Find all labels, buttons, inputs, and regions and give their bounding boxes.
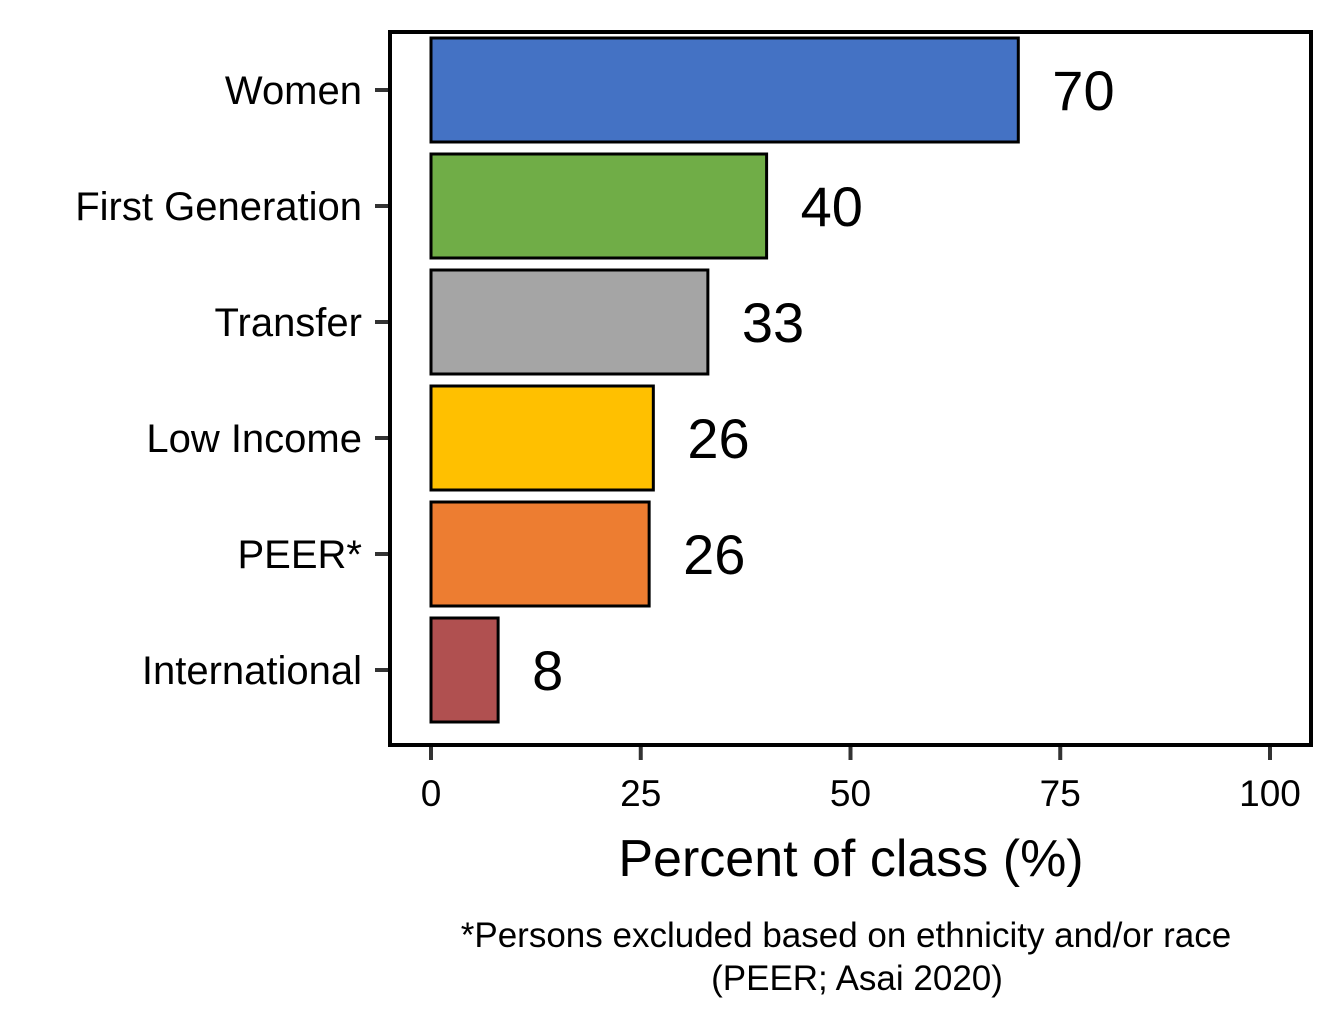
- value-label: 26: [687, 407, 749, 470]
- x-tick-label: 25: [620, 773, 661, 814]
- x-tick-label: 75: [1040, 773, 1081, 814]
- footnote-line-2: (PEER; Asai 2020): [711, 959, 1003, 998]
- bar: [429, 384, 655, 492]
- footnote-line-1: *Persons excluded based on ethnicity and…: [461, 916, 1231, 955]
- bar: [429, 616, 500, 724]
- x-axis-title: Percent of class (%): [618, 830, 1083, 888]
- y-tick-label: PEER*: [238, 533, 363, 577]
- bars-layer: [429, 36, 1020, 724]
- x-tick-label: 100: [1239, 773, 1301, 814]
- x-tick-label: 50: [830, 773, 871, 814]
- value-label: 8: [532, 639, 563, 702]
- bar: [429, 152, 769, 260]
- bar: [429, 500, 651, 608]
- bar: [429, 268, 710, 376]
- value-labels: 70 40 33 26 26 8: [532, 59, 1114, 702]
- value-label: 70: [1052, 59, 1114, 122]
- y-tick-label: Transfer: [215, 301, 362, 345]
- value-label: 33: [742, 291, 804, 354]
- y-tick-label: Low Income: [146, 417, 362, 461]
- bar: [429, 36, 1020, 144]
- value-label: 40: [801, 175, 863, 238]
- x-axis: 0 25 50 75 100: [421, 747, 1301, 814]
- value-label: 26: [683, 523, 745, 586]
- y-tick-label: Women: [225, 69, 362, 113]
- y-tick-label: International: [142, 649, 362, 693]
- y-tick-label: First Generation: [75, 185, 362, 229]
- y-axis: Women First Generation Transfer Low Income P…: [75, 69, 388, 693]
- x-tick-label: 0: [421, 773, 442, 814]
